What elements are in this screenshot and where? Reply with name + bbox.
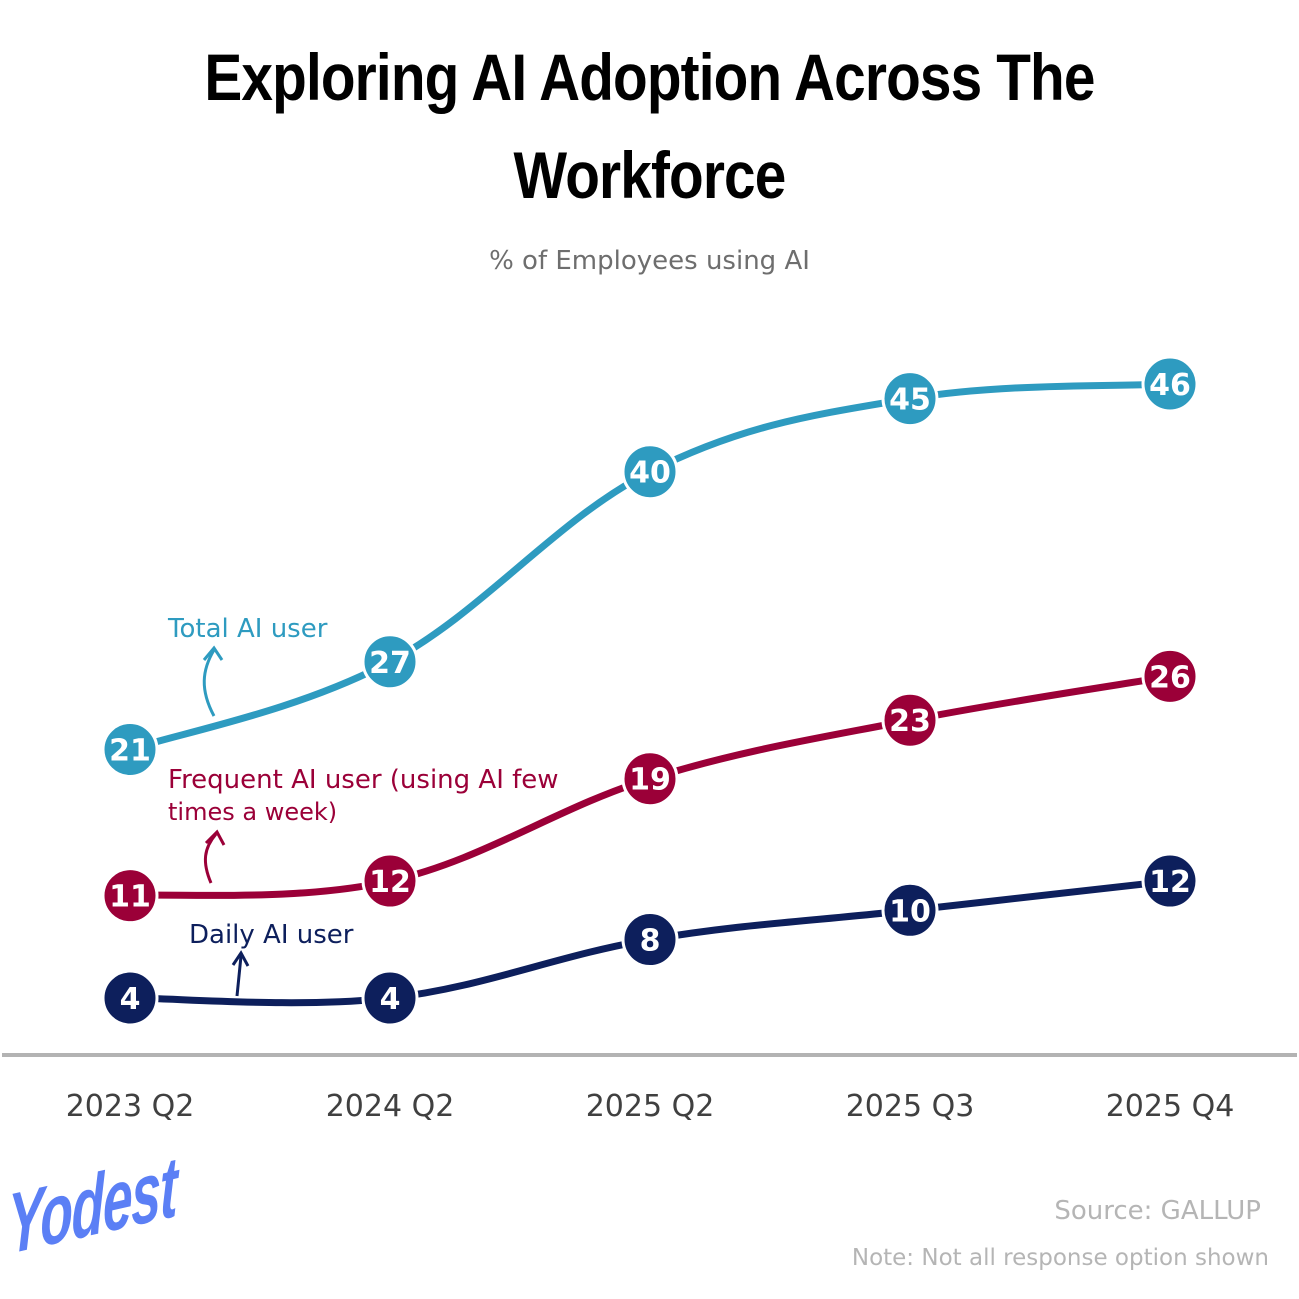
data-label: 46 [1149,368,1191,403]
data-label: 27 [369,646,411,681]
data-point [1141,852,1199,910]
x-tick-label: 2024 Q2 [326,1089,455,1124]
series-line [126,380,1174,753]
data-label: 26 [1149,660,1191,695]
x-tick-label: 2025 Q4 [1106,1089,1235,1124]
data-label: 8 [640,924,661,959]
chart-title: Exploring AI Adoption Across The Workfor… [204,40,1095,212]
chart-subtitle: % of Employees using AI [489,246,810,276]
annotation-frequent-line1: Frequent AI user (using AI few [168,765,559,795]
annotation-frequent-text: Frequent AI user (using AI few [168,765,559,795]
data-label: 23 [889,704,931,739]
data-point [361,852,419,910]
data-point [881,881,939,939]
arrowhead-frequent [204,829,226,846]
data-point [1141,647,1199,705]
data-label: 19 [629,763,671,798]
data-point [1141,355,1199,413]
data-point [881,370,939,428]
data-label: 12 [369,865,411,900]
arrow-daily [235,955,243,997]
annotation-daily: Daily AI user [189,920,354,950]
data-label: 21 [109,733,151,768]
arrowhead-total [202,645,224,661]
data-point [881,691,939,749]
data-point [101,969,159,1027]
x-tick-label: 2025 Q3 [846,1089,975,1124]
annotation-total: Total AI user [167,614,328,644]
x-tick-label: 2025 Q2 [586,1089,715,1124]
data-point [621,443,679,501]
data-point [101,720,159,778]
data-point [361,633,419,691]
data-point [101,867,159,925]
note-text: Note: Not all response option shown [851,1245,1269,1271]
data-label: 40 [629,456,671,491]
data-label: 45 [889,383,931,418]
x-tick-label: 2023 Q2 [66,1089,195,1124]
data-point [621,911,679,969]
data-label: 12 [1149,865,1191,900]
data-label: 4 [120,982,141,1017]
data-point [621,750,679,808]
data-label: 10 [889,894,931,929]
annotation-frequent-line2: times a week) [168,798,337,826]
data-point [361,969,419,1027]
data-label: 4 [380,982,401,1017]
data-label: 11 [109,880,151,915]
source-text: Source: GALLUP [1054,1196,1261,1226]
arrowhead-daily [231,950,250,967]
arrow-total [202,649,216,717]
